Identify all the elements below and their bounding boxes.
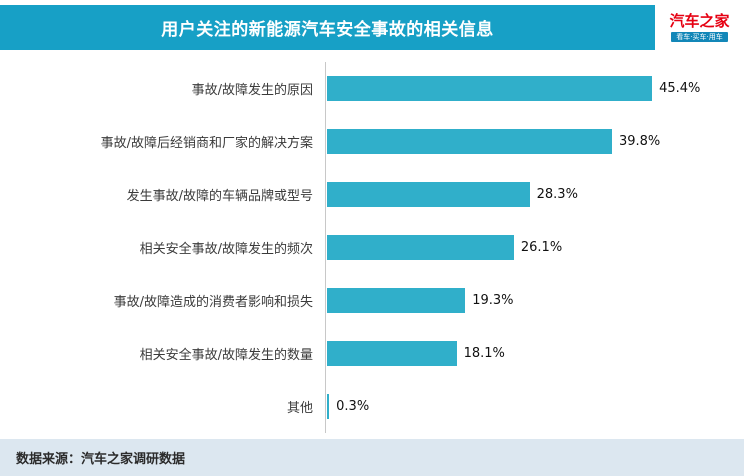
bar-area: 28.3% bbox=[325, 172, 744, 216]
chart-row: 相关安全事故/故障发生的数量 18.1% bbox=[0, 332, 744, 376]
category-label: 事故/故障后经销商和厂家的解决方案 bbox=[100, 135, 313, 151]
chart-row: 事故/故障发生的原因 45.4% bbox=[0, 66, 744, 110]
y-axis-line bbox=[325, 62, 326, 433]
category-label: 发生事故/故障的车辆品牌或型号 bbox=[126, 188, 313, 204]
bar bbox=[327, 234, 514, 260]
category-label: 相关安全事故/故障发生的频次 bbox=[139, 241, 313, 257]
source-note: 数据来源： 汽车之家调研数据 bbox=[0, 439, 744, 476]
autohome-logo-tagline: 看车·买车·用车 bbox=[671, 32, 728, 42]
chart-row: 其他 0.3% bbox=[0, 385, 744, 429]
category-label: 事故/故障发生的原因 bbox=[191, 82, 313, 98]
bar-area: 18.1% bbox=[325, 332, 744, 376]
value-label: 19.3% bbox=[472, 293, 514, 309]
category-label: 事故/故障造成的消费者影响和损失 bbox=[113, 295, 313, 311]
bar-area: 26.1% bbox=[325, 225, 744, 269]
chart-rows: 事故/故障发生的原因 45.4% 事故/故障后经销商和厂家的解决方案 39.8%… bbox=[0, 66, 744, 429]
autohome-logo: 汽车之家 看车·买车·用车 bbox=[655, 5, 744, 50]
bar bbox=[327, 288, 466, 314]
value-label: 0.3% bbox=[336, 399, 370, 415]
source-value: 汽车之家调研数据 bbox=[81, 452, 186, 467]
bar bbox=[327, 394, 330, 420]
category-label: 其他 bbox=[286, 401, 313, 417]
category-label: 相关安全事故/故障发生的数量 bbox=[139, 348, 313, 364]
value-label: 26.1% bbox=[520, 239, 563, 255]
chart-row: 相关安全事故/故障发生的频次 26.1% bbox=[0, 225, 744, 269]
bar bbox=[327, 181, 530, 207]
bar-area: 19.3% bbox=[325, 279, 744, 323]
page-title: 用户关注的新能源汽车安全事故的相关信息 bbox=[0, 5, 655, 50]
bar-area: 39.8% bbox=[325, 119, 744, 163]
value-label: 45.4% bbox=[659, 80, 701, 96]
bar bbox=[327, 128, 612, 154]
value-label: 18.1% bbox=[463, 346, 505, 362]
bar-area: 45.4% bbox=[325, 66, 744, 110]
bar-chart: 事故/故障发生的原因 45.4% 事故/故障后经销商和厂家的解决方案 39.8%… bbox=[0, 50, 744, 439]
chart-row: 事故/故障后经销商和厂家的解决方案 39.8% bbox=[0, 119, 744, 163]
source-label: 数据来源： bbox=[16, 452, 82, 467]
bar-area: 0.3% bbox=[325, 385, 744, 429]
chart-row: 事故/故障造成的消费者影响和损失 19.3% bbox=[0, 279, 744, 323]
bar bbox=[327, 341, 457, 367]
chart-row: 发生事故/故障的车辆品牌或型号 28.3% bbox=[0, 172, 744, 216]
autohome-logo-text: 汽车之家 bbox=[669, 12, 730, 30]
bar bbox=[327, 75, 653, 101]
value-label: 28.3% bbox=[536, 186, 578, 202]
value-label: 39.8% bbox=[618, 133, 661, 149]
header: 用户关注的新能源汽车安全事故的相关信息 汽车之家 看车·买车·用车 bbox=[0, 0, 744, 50]
